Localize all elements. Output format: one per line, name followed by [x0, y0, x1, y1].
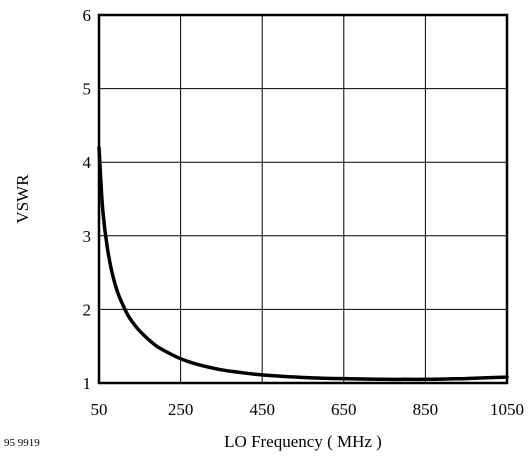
y-tick-label: 3: [83, 227, 92, 246]
y-axis-title: VSWR: [13, 174, 32, 224]
y-tick-label: 1: [83, 374, 92, 393]
x-axis-title: LO Frequency ( MHz ): [224, 432, 382, 451]
x-tick-label: 450: [249, 400, 275, 419]
figure-code: 95 9919: [4, 437, 40, 449]
x-tick-label: 850: [413, 400, 439, 419]
y-tick-labels: 1 2 3 4 5 6: [83, 6, 92, 393]
y-tick-label: 2: [83, 300, 92, 319]
grid: [98, 14, 508, 384]
x-tick-label: 650: [331, 400, 357, 419]
plot-frame: [97, 13, 509, 385]
x-tick-label: 1050: [490, 400, 524, 419]
y-tick-label: 5: [83, 80, 92, 99]
y-tick-label: 6: [83, 6, 92, 25]
vswr-curve: [97, 145, 509, 382]
x-tick-labels: 50 250 450 650 850 1050: [91, 400, 525, 419]
x-tick-label: 50: [91, 400, 108, 419]
x-tick-label: 250: [168, 400, 194, 419]
y-tick-label: 4: [83, 153, 92, 172]
